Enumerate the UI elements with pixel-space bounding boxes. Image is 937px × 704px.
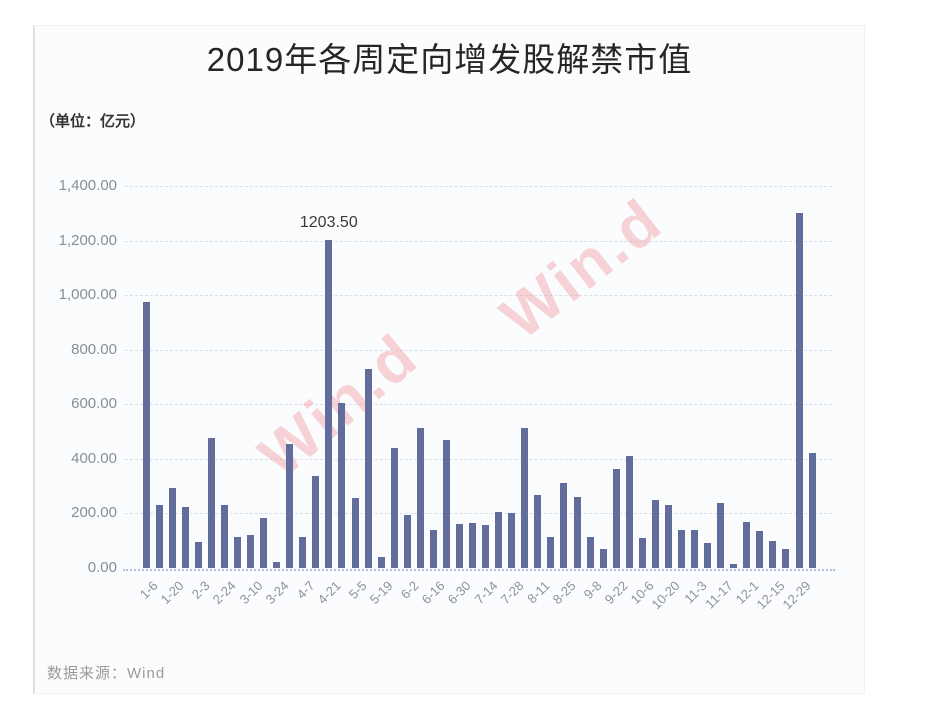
bar [651, 500, 659, 568]
y-axis-label: 800.00 [71, 340, 117, 358]
bar [782, 548, 790, 568]
bar [625, 455, 633, 568]
bar [390, 447, 398, 568]
y-gridline [125, 349, 832, 351]
bar [429, 529, 437, 568]
bar [534, 494, 542, 568]
bar [142, 302, 150, 568]
y-axis-label: 600.00 [71, 395, 117, 413]
chart-card: 2019年各周定向增发股解禁市值 （单位：亿元） Win.d Win.d 1,4… [33, 25, 865, 694]
bar [612, 469, 620, 568]
bar [469, 522, 476, 568]
bar [495, 512, 503, 568]
bar [233, 536, 241, 568]
chart-title: 2019年各周定向增发股解禁市值 [206, 41, 693, 78]
bar [377, 557, 385, 568]
bar [678, 529, 685, 568]
bar [795, 213, 803, 568]
y-gridline [125, 240, 832, 242]
y-axis-label: 1,400.00 [58, 177, 117, 194]
bar [299, 537, 307, 568]
bar [325, 239, 333, 568]
y-axis-label: 1,000.00 [58, 286, 117, 304]
bar [691, 529, 698, 568]
bar [730, 563, 738, 568]
plot-area: Win.d Win.d 1,400.001,200.001,000.00800.… [35, 26, 864, 693]
bar [312, 475, 320, 568]
y-gridline [125, 404, 832, 406]
bar [181, 507, 189, 568]
bar [586, 537, 594, 568]
bar [560, 482, 568, 568]
bar [638, 538, 646, 568]
value-annotation: 1203.50 [299, 213, 358, 231]
bar [547, 537, 555, 568]
bar [808, 452, 816, 568]
bar [455, 523, 463, 568]
y-gridline [125, 513, 832, 515]
source-note: 数据来源：Wind [47, 665, 166, 682]
bar [338, 402, 346, 568]
bar [664, 504, 672, 568]
bar [769, 540, 777, 568]
y-axis-label: 1,200.00 [58, 231, 117, 249]
bar [521, 427, 529, 568]
y-gridline [125, 458, 832, 460]
y-gridline [125, 295, 832, 297]
bar [403, 514, 411, 568]
bar [220, 505, 228, 568]
bar [260, 518, 267, 568]
bar [273, 562, 281, 568]
bar [743, 522, 751, 568]
bar [286, 443, 294, 568]
bar [599, 548, 607, 568]
y-axis-label: 400.00 [71, 449, 117, 467]
y-axis-label: 0.00 [87, 559, 117, 576]
bar [416, 427, 424, 568]
bar [704, 543, 712, 568]
bar [207, 437, 215, 568]
watermark-text: Win.d [488, 185, 676, 353]
bar [155, 505, 163, 568]
bar [756, 531, 764, 568]
x-axis-line [123, 569, 835, 571]
bar [717, 503, 725, 568]
bar [194, 541, 202, 568]
bar [247, 534, 254, 568]
bar [573, 496, 581, 568]
bar [508, 513, 516, 568]
bar [364, 368, 372, 568]
bar [351, 497, 359, 568]
y-gridline [125, 186, 832, 187]
bar [168, 487, 176, 568]
unit-label: （单位：亿元） [40, 113, 146, 130]
bar [482, 524, 490, 568]
y-axis-label: 200.00 [71, 504, 117, 522]
bar [442, 440, 450, 568]
